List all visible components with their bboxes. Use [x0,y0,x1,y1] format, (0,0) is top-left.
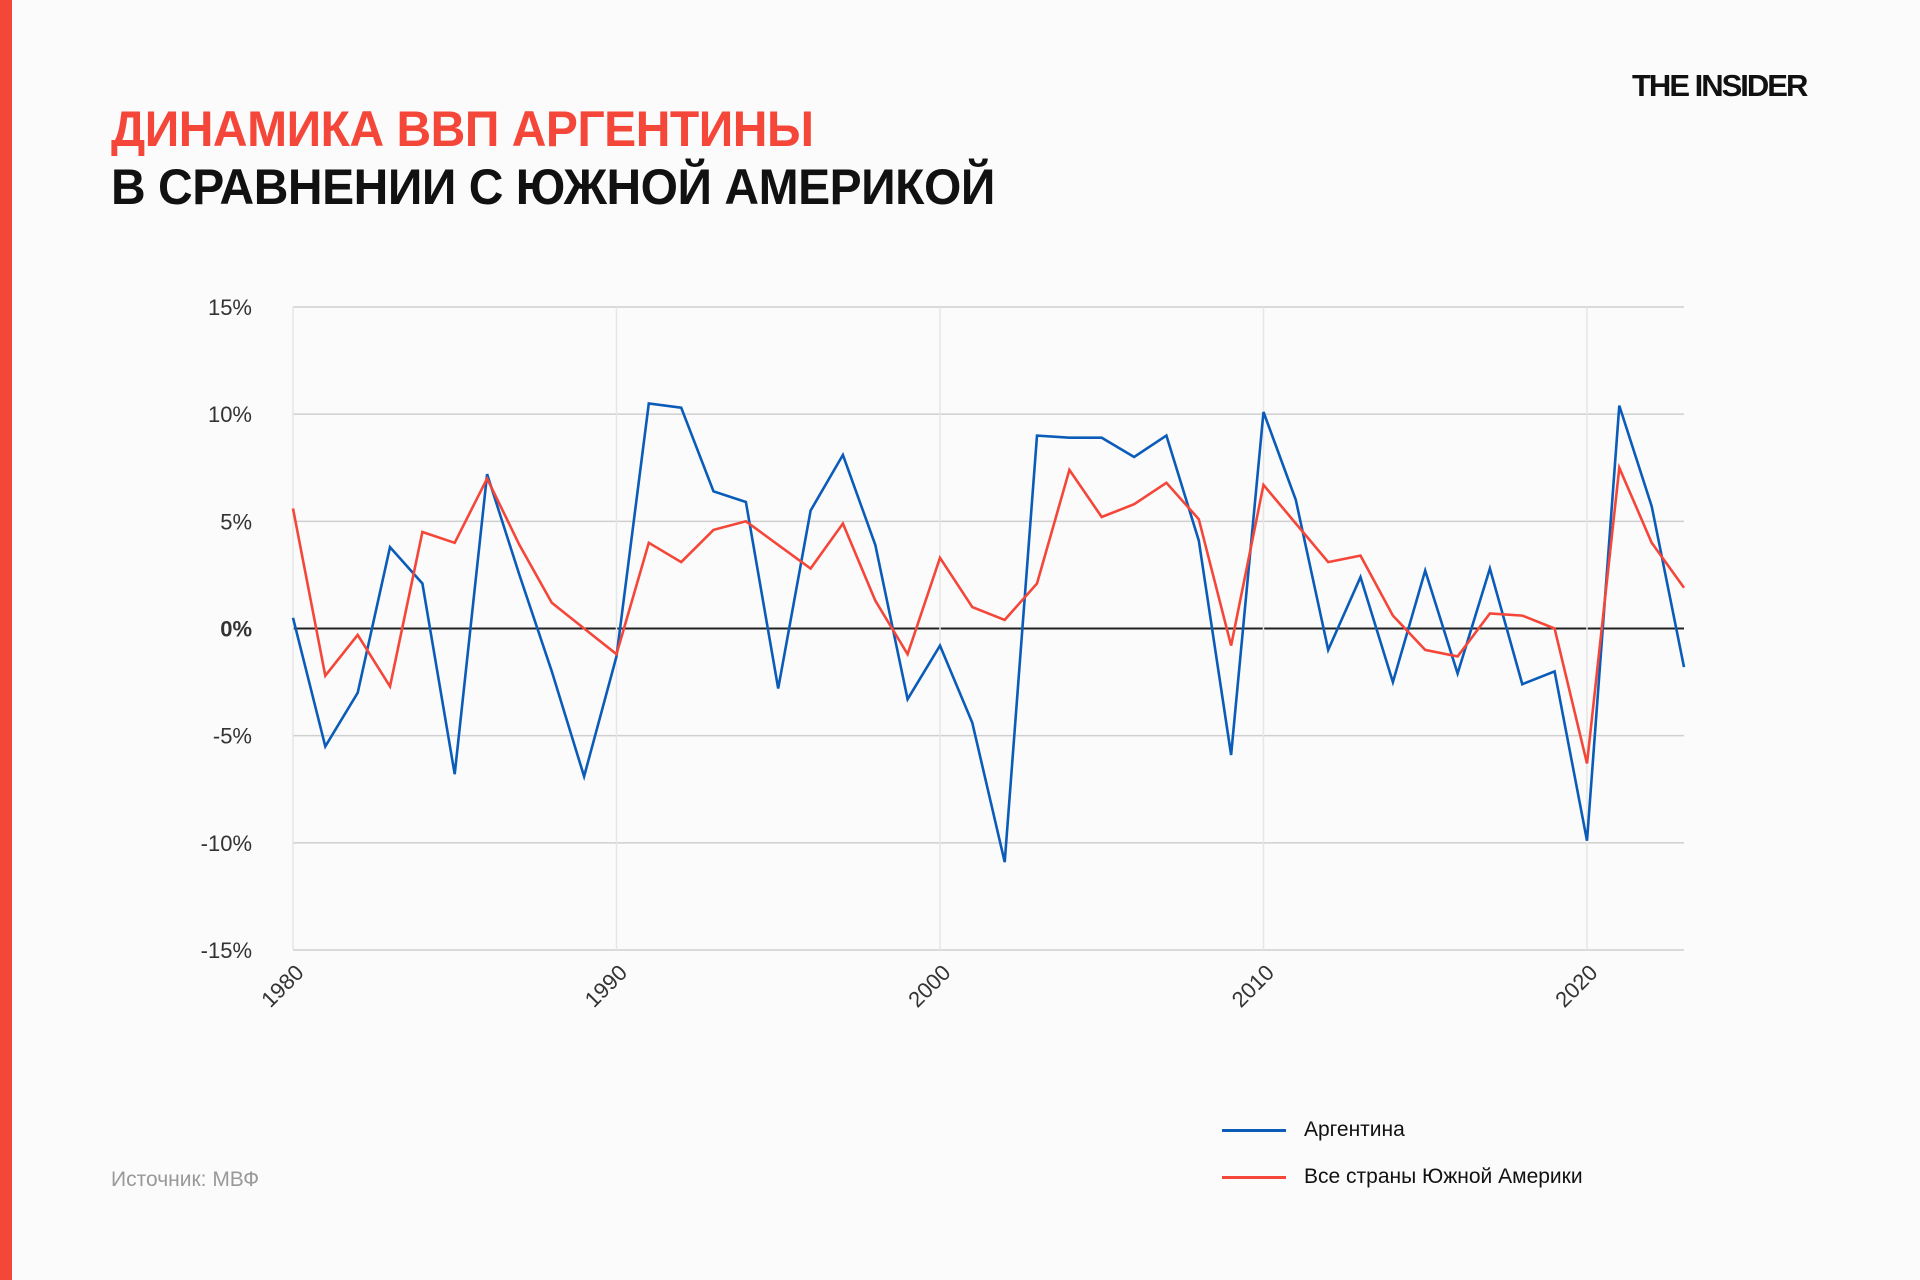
y-tick-label: 5% [220,509,252,534]
series-line-south-america [291,462,1686,764]
legend-item-south-america: Все страны Южной Америки [1222,1165,1583,1189]
x-tick-label: 2000 [903,960,955,1012]
y-axis-ticks: 15% 10% 5% 0% -5% -10% -15% [201,295,252,963]
x-tick-label: 2020 [1550,960,1602,1012]
x-tick-label: 2010 [1227,960,1279,1012]
y-tick-label: -5% [213,724,252,749]
y-tick-label: -15% [201,938,252,963]
y-tick-label: 10% [208,402,252,427]
chart-title-line1: ДИНАМИКА ВВП АРГЕНТИНЫ [111,101,814,157]
source-note: Источник: МВФ [111,1168,260,1191]
y-tick-label: 15% [208,295,252,320]
y-tick-label: -10% [201,831,252,856]
x-tick-label: 1990 [580,960,632,1012]
legend-item-argentina: Аргентина [1222,1118,1405,1142]
x-tick-label: 1980 [256,960,308,1012]
x-axis-ticks: 1980 1990 2000 2010 2020 [256,960,1602,1012]
y-tick-label: 0% [220,617,252,642]
accent-bar [0,0,12,1280]
legend-label-argentina: Аргентина [1304,1118,1405,1141]
series-lines [291,402,1686,863]
grid [292,306,1684,951]
legend-label-south-america: Все страны Южной Америки [1304,1165,1583,1188]
the-insider-logo: THE INSIDER [1632,68,1808,103]
legend-swatch-south-america [1222,1175,1286,1179]
legend-swatch-argentina [1222,1128,1286,1132]
chart-title-line2: В СРАВНЕНИИ С ЮЖНОЙ АМЕРИКОЙ [111,159,995,215]
